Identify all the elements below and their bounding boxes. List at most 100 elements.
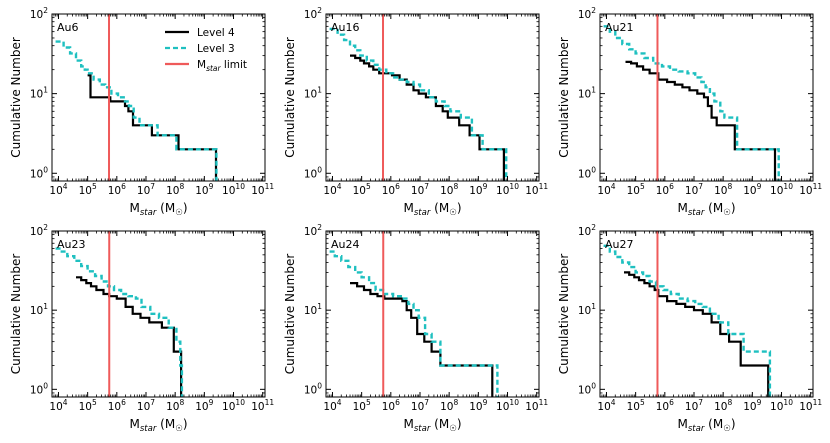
x-tick-label: 105: [79, 182, 97, 197]
x-tick-label: 1010: [222, 182, 245, 197]
x-tick-label: 107: [411, 398, 429, 413]
panel-label: Au27: [605, 238, 634, 251]
y-tick-label: 100: [304, 381, 322, 396]
x-axis-title: Mstar (M☉): [130, 201, 188, 218]
y-tick-label: 100: [304, 165, 322, 180]
x-tick-label: 1010: [222, 398, 245, 413]
panel-au23: 104 105 106 107 108 109 1010 1011 100 101 102 Au23 C…: [9, 223, 274, 434]
x-tick-label: 1011: [251, 182, 274, 197]
x-axis-title: Mstar (M☉): [130, 417, 188, 434]
series-level-3: [55, 40, 218, 181]
x-tick-label: 104: [597, 182, 615, 197]
x-tick-label: 104: [49, 398, 67, 413]
x-tick-label: 108: [440, 182, 458, 197]
series-level-3: [55, 247, 184, 397]
series-level-4: [624, 271, 770, 397]
x-axis-title: Mstar (M☉): [678, 417, 736, 434]
x-tick-label: 109: [469, 182, 487, 197]
y-tick-label: 102: [30, 223, 48, 238]
x-tick-label: 1011: [525, 182, 548, 197]
y-tick-label: 101: [578, 302, 596, 317]
x-tick-label: 107: [411, 182, 429, 197]
x-tick-label: 106: [108, 182, 126, 197]
series-level-4: [350, 54, 505, 181]
y-tick-label: 100: [30, 165, 48, 180]
series-level-4: [350, 282, 494, 397]
axes-frame: [51, 13, 266, 182]
y-tick-label: 101: [30, 302, 48, 317]
legend-label-1: Level 3: [197, 43, 235, 55]
y-tick-label: 101: [578, 86, 596, 101]
axes-frame: [325, 230, 540, 398]
series-level-4: [87, 74, 218, 181]
x-tick-label: 104: [323, 182, 341, 197]
x-tick-label: 108: [440, 398, 458, 413]
series-level-4: [76, 276, 183, 397]
series-level-3: [329, 27, 508, 181]
x-tick-label: 105: [79, 398, 97, 413]
x-tick-label: 105: [353, 398, 371, 413]
y-axis-title: Cumulative Number: [557, 254, 571, 375]
x-tick-label: 109: [469, 398, 487, 413]
series-level-4: [625, 60, 777, 181]
y-tick-label: 102: [30, 6, 48, 21]
y-axis-title: Cumulative Number: [557, 37, 571, 158]
x-tick-label: 105: [627, 182, 645, 197]
x-tick-label: 106: [656, 398, 674, 413]
panel-label: Au16: [331, 21, 360, 34]
x-tick-label: 104: [323, 398, 341, 413]
x-tick-label: 104: [597, 398, 615, 413]
panel-label: Au6: [57, 21, 79, 34]
x-tick-label: 1011: [525, 398, 548, 413]
x-tick-label: 1011: [799, 398, 822, 413]
x-tick-label: 105: [627, 398, 645, 413]
y-tick-label: 102: [304, 223, 322, 238]
x-tick-label: 106: [382, 182, 400, 197]
x-tick-label: 108: [166, 182, 184, 197]
x-tick-label: 107: [137, 182, 155, 197]
y-tick-label: 100: [578, 381, 596, 396]
y-tick-label: 101: [304, 86, 322, 101]
panel-au6: 104 105 106 107 108 109 1010 1011 100 101 102 Au6 Cu…: [9, 6, 274, 218]
x-axis-title: Mstar (M☉): [404, 417, 462, 434]
y-axis-title: Cumulative Number: [283, 37, 297, 158]
legend: Level 4 Level 3 Mstar limit: [165, 27, 247, 73]
x-tick-label: 109: [743, 182, 761, 197]
x-tick-label: 109: [195, 182, 213, 197]
x-tick-label: 106: [382, 398, 400, 413]
panel-au16: 104 105 106 107 108 109 1010 1011 100 101 102 Au16 C…: [283, 6, 548, 218]
series-level-3: [329, 250, 499, 397]
y-axis-title: Cumulative Number: [283, 254, 297, 375]
x-tick-label: 1011: [251, 398, 274, 413]
x-tick-label: 107: [685, 182, 703, 197]
x-tick-label: 108: [166, 398, 184, 413]
y-tick-label: 102: [578, 223, 596, 238]
x-tick-label: 105: [353, 182, 371, 197]
x-tick-label: 107: [137, 398, 155, 413]
y-axis-title: Cumulative Number: [9, 254, 23, 375]
x-axis-title: Mstar (M☉): [404, 201, 462, 218]
x-tick-label: 109: [195, 398, 213, 413]
legend-label-0: Level 4: [197, 27, 235, 39]
x-tick-label: 106: [656, 182, 674, 197]
panel-label: Au24: [331, 238, 360, 251]
x-tick-label: 109: [743, 398, 761, 413]
x-tick-label: 1010: [496, 182, 519, 197]
y-tick-label: 102: [304, 6, 322, 21]
y-tick-label: 101: [304, 302, 322, 317]
x-tick-label: 1010: [770, 182, 793, 197]
x-tick-label: 1011: [799, 182, 822, 197]
x-tick-label: 1010: [496, 398, 519, 413]
y-axis-title: Cumulative Number: [9, 37, 23, 158]
series-level-3: [603, 244, 772, 397]
panel-label: Au21: [605, 21, 634, 34]
y-tick-label: 101: [30, 86, 48, 101]
x-tick-label: 108: [714, 398, 732, 413]
x-tick-label: 106: [108, 398, 126, 413]
panel-au27: 104 105 106 107 108 109 1010 1011 100 101 102 Au27 C…: [557, 223, 822, 434]
x-tick-label: 104: [49, 182, 67, 197]
panel-au21: 104 105 106 107 108 109 1010 1011 100 101 102 Au21 C…: [557, 6, 822, 218]
panel-label: Au23: [57, 238, 86, 251]
y-tick-label: 100: [30, 381, 48, 396]
